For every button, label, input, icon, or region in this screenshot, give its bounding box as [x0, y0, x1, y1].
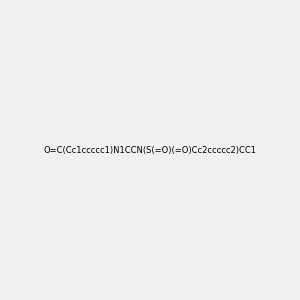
Text: O=C(Cc1ccccc1)N1CCN(S(=O)(=O)Cc2ccccc2)CC1: O=C(Cc1ccccc1)N1CCN(S(=O)(=O)Cc2ccccc2)C…: [44, 146, 256, 154]
